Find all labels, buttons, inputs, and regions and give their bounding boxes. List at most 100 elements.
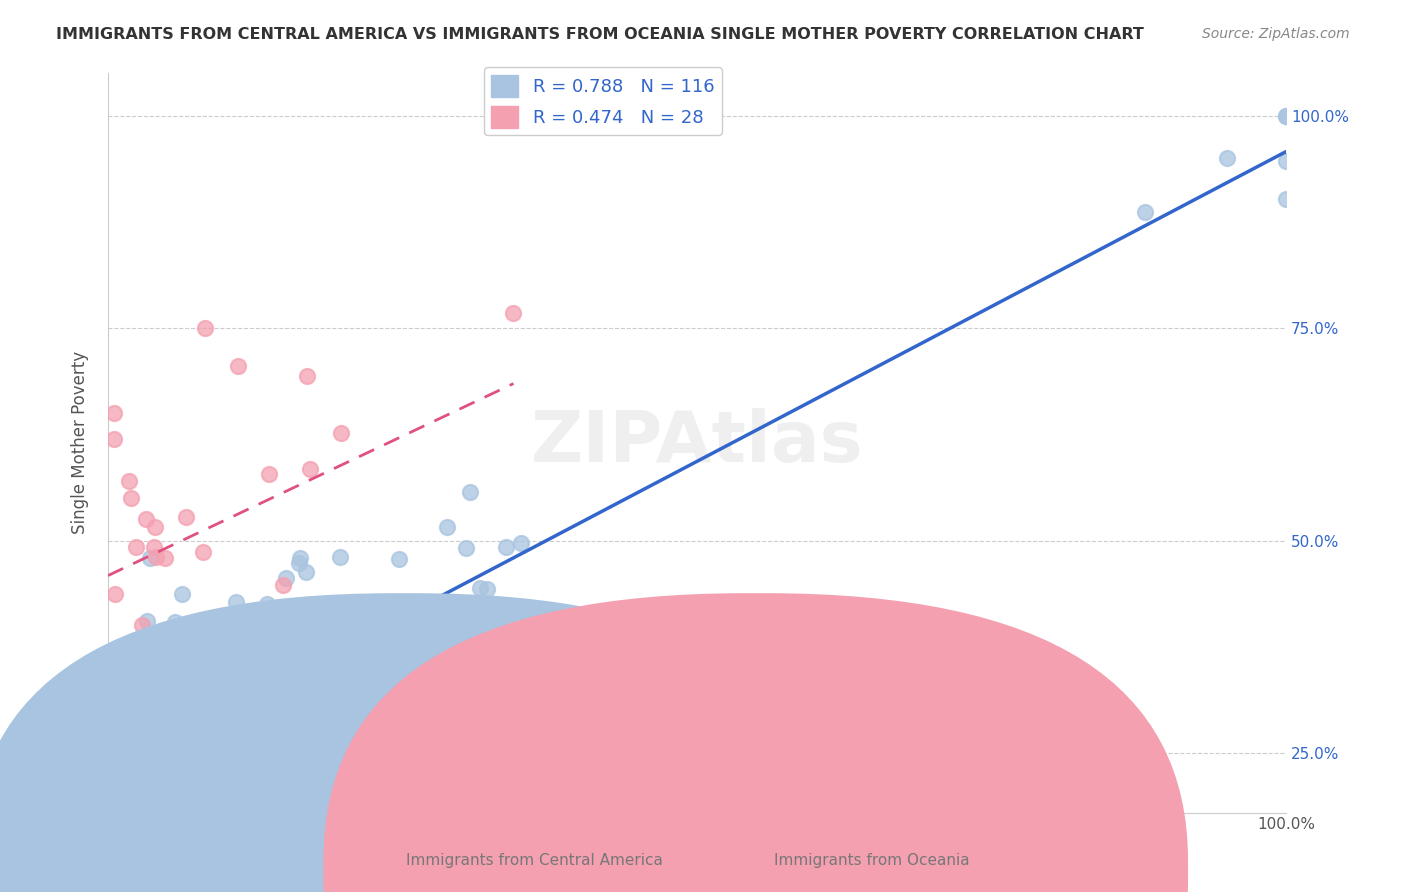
Point	[340, 780, 363, 794]
Point	[157, 789, 180, 803]
Point	[1275, 192, 1298, 206]
Point	[423, 616, 446, 631]
Point	[107, 712, 129, 726]
Point	[103, 406, 125, 420]
Point	[152, 751, 174, 765]
Point	[146, 716, 169, 731]
Point	[353, 715, 375, 730]
Point	[475, 582, 498, 596]
Point	[111, 749, 134, 764]
Point	[110, 752, 132, 766]
Point	[129, 789, 152, 803]
Text: Source: ZipAtlas.com: Source: ZipAtlas.com	[1202, 27, 1350, 41]
Point	[157, 624, 180, 638]
Point	[456, 541, 478, 555]
Point	[153, 668, 176, 682]
Point	[165, 725, 187, 739]
Point	[148, 725, 170, 739]
Point	[349, 645, 371, 659]
Point	[153, 551, 176, 566]
Point	[143, 520, 166, 534]
Point	[1275, 109, 1298, 123]
Point	[276, 571, 298, 585]
Text: ZIPAtlas: ZIPAtlas	[530, 409, 863, 477]
Point	[170, 789, 193, 803]
Point	[191, 695, 214, 709]
Point	[422, 629, 444, 643]
Point	[143, 541, 166, 555]
Point	[177, 671, 200, 685]
Text: IMMIGRANTS FROM CENTRAL AMERICA VS IMMIGRANTS FROM OCEANIA SINGLE MOTHER POVERTY: IMMIGRANTS FROM CENTRAL AMERICA VS IMMIG…	[56, 27, 1144, 42]
Point	[332, 638, 354, 652]
Point	[159, 771, 181, 785]
Point	[100, 704, 122, 718]
Point	[124, 783, 146, 797]
Point	[288, 556, 311, 570]
Point	[201, 717, 224, 731]
Point	[519, 617, 541, 632]
Point	[132, 731, 155, 745]
Point	[120, 659, 142, 673]
Point	[1133, 204, 1156, 219]
Point	[218, 789, 240, 803]
Point	[170, 781, 193, 796]
Point	[225, 595, 247, 609]
Point	[281, 755, 304, 769]
Point	[330, 426, 353, 441]
Point	[402, 604, 425, 618]
Point	[118, 736, 141, 750]
Point	[252, 668, 274, 682]
Point	[207, 756, 229, 771]
Point	[363, 650, 385, 665]
Point	[295, 565, 318, 579]
Point	[155, 751, 177, 765]
Point	[281, 609, 304, 624]
Point	[458, 485, 481, 500]
Point	[267, 649, 290, 664]
Point	[152, 783, 174, 797]
Point	[495, 540, 517, 554]
Point	[179, 789, 201, 803]
Point	[297, 739, 319, 753]
Point	[156, 789, 179, 803]
Point	[256, 597, 278, 611]
Point	[298, 462, 321, 476]
Point	[148, 789, 170, 803]
Point	[103, 432, 125, 446]
Point	[170, 587, 193, 601]
Point	[118, 474, 141, 488]
Point	[146, 789, 169, 803]
Point	[150, 771, 173, 785]
Point	[122, 789, 145, 803]
Point	[100, 764, 122, 779]
Point	[363, 687, 385, 701]
Point	[1216, 151, 1239, 165]
Point	[266, 605, 288, 619]
Point	[127, 712, 149, 726]
Point	[167, 789, 190, 803]
Y-axis label: Single Mother Poverty: Single Mother Poverty	[72, 351, 89, 534]
Point	[165, 615, 187, 629]
Point	[470, 581, 492, 595]
Point	[193, 545, 215, 559]
Point	[145, 549, 167, 564]
Point	[271, 578, 294, 592]
Point	[166, 768, 188, 782]
Point	[139, 550, 162, 565]
Point	[135, 693, 157, 707]
Point	[329, 623, 352, 637]
Point	[141, 789, 163, 803]
Point	[346, 694, 368, 708]
Point	[242, 701, 264, 715]
Point	[129, 789, 152, 803]
Point	[127, 789, 149, 803]
Point	[107, 764, 129, 779]
Point	[336, 599, 359, 613]
Point	[136, 615, 159, 629]
Point	[285, 763, 308, 777]
Point	[295, 368, 318, 383]
Point	[314, 714, 336, 729]
Point	[194, 320, 217, 334]
Point	[226, 359, 249, 374]
Text: Immigrants from Central America: Immigrants from Central America	[406, 854, 662, 868]
